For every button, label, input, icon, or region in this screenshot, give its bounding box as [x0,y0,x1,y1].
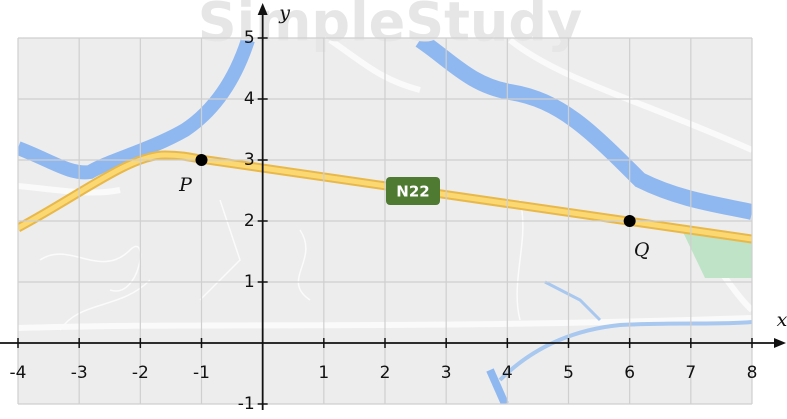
watermark: SimpleStudy [198,0,582,54]
y-tick-label: 1 [244,272,255,292]
park [682,230,752,278]
y-axis-arrow [257,3,268,15]
y-tick-label: -1 [238,394,255,414]
river [18,38,255,180]
road-label: N22 [396,183,429,201]
x-tick-label: -4 [10,363,27,383]
point [195,154,208,166]
stream [498,320,752,382]
x-tick-label: -3 [71,363,88,383]
x-tick-label: 1 [318,363,329,383]
x-tick-label: -1 [193,363,210,383]
x-tick-label: 3 [441,363,452,383]
x-tick-label: 2 [380,363,391,383]
y-tick-label: 4 [244,89,255,109]
x-axis-label: x [777,309,787,331]
y-tick-label: 2 [244,211,255,231]
x-tick-label: 8 [747,363,758,383]
y-tick-label: 5 [244,28,255,48]
point-label: P [178,174,193,196]
x-tick-label: 7 [685,363,696,383]
main-road [18,152,752,242]
x-tick-label: 6 [624,363,635,383]
stream [544,280,602,322]
road-badge [386,177,440,205]
river [415,38,752,220]
x-axis-arrow [774,338,786,348]
x-tick-label: -2 [132,363,149,383]
x-tick-label: 4 [502,363,513,383]
point-label: Q [634,239,650,261]
river [486,368,509,404]
point [623,215,636,227]
y-axis-label: y [278,2,290,24]
y-tick-label: 3 [244,150,255,170]
x-tick-label: 5 [563,363,574,383]
